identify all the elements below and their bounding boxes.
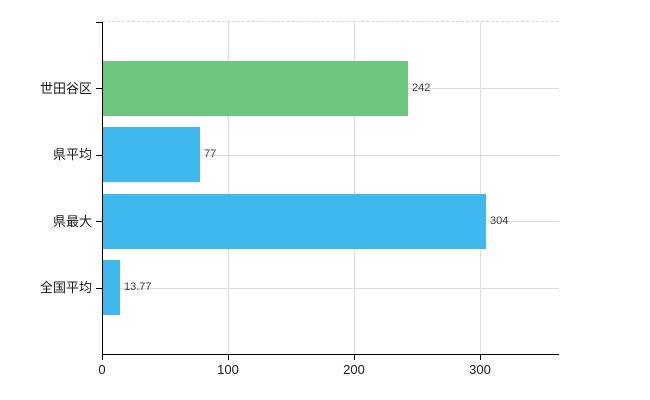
y-axis-tick: [96, 288, 102, 289]
v-gridline: [480, 22, 481, 354]
x-axis-tick: [102, 355, 103, 360]
y-axis-tick: [96, 88, 102, 89]
x-axis-tick: [480, 355, 481, 360]
bar-value-label: 13.77: [124, 281, 152, 293]
x-tick-label: 100: [217, 362, 239, 377]
y-axis-line: [102, 22, 103, 354]
v-gridline: [354, 22, 355, 354]
y-category-label: 全国平均: [39, 280, 92, 295]
y-axis-tick: [96, 221, 102, 222]
y-category-label: 世田谷区: [39, 81, 92, 96]
y-category-label: 県最大: [52, 214, 92, 229]
plot-top-border: [102, 21, 559, 22]
x-axis-line: [102, 354, 559, 355]
y-axis-top-tick: [96, 22, 102, 23]
bar-pref-max[interactable]: [103, 194, 486, 249]
bar-national-average[interactable]: [103, 260, 120, 315]
x-tick-label: 300: [469, 362, 491, 377]
bar-value-label: 242: [412, 82, 431, 94]
x-axis-tick: [354, 355, 355, 360]
h-gridline: [103, 288, 559, 289]
bar-pref-average[interactable]: [103, 127, 200, 182]
x-tick-label: 0: [98, 362, 106, 377]
bar-value-label: 304: [490, 215, 509, 227]
x-axis-tick: [228, 355, 229, 360]
v-gridline: [228, 22, 229, 354]
y-category-label: 県平均: [52, 147, 92, 162]
bar-value-label: 77: [204, 148, 217, 160]
x-tick-label: 200: [343, 362, 365, 377]
y-axis-tick: [96, 155, 102, 156]
h-gridline: [103, 155, 559, 156]
bar-setagaya-ku[interactable]: [103, 61, 408, 116]
